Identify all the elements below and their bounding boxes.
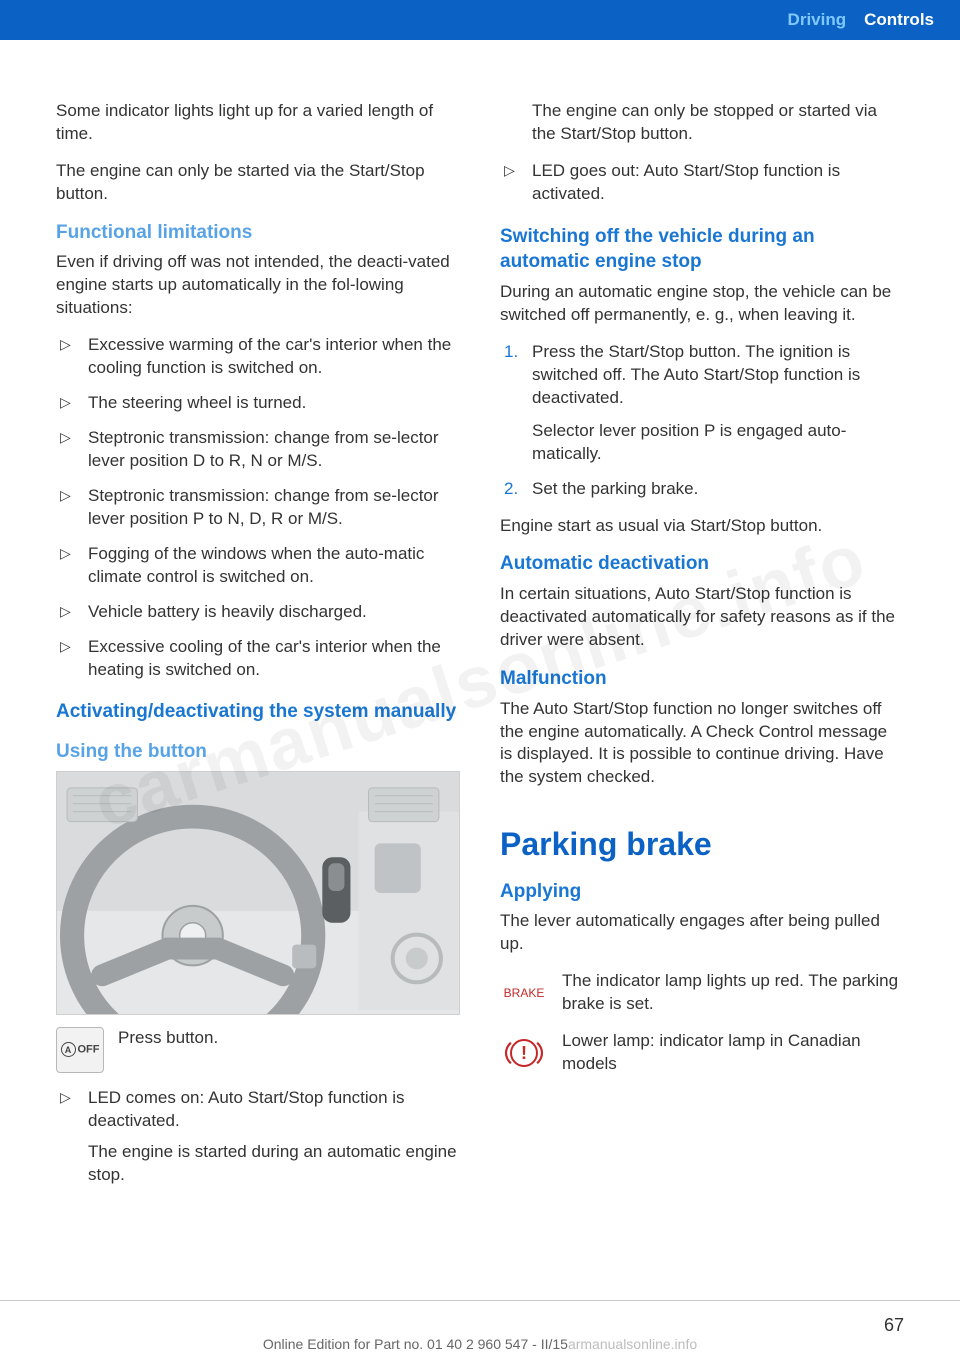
heading-using-the-button: Using the button <box>56 739 460 765</box>
brake-warning-icon: ! <box>500 1030 548 1076</box>
brake-indicator-row-2: ! Lower lamp: indicator lamp in Canadian… <box>500 1030 904 1076</box>
content-area: Some indicator lights light up for a var… <box>0 40 960 1200</box>
page-number: 67 <box>884 1315 904 1336</box>
led-list-left: LED comes on: Auto Start/Stop function i… <box>56 1087 460 1187</box>
footer-edition-text: Online Edition for Part no. 01 40 2 960 … <box>263 1336 568 1352</box>
page-footer: 67 Online Edition for Part no. 01 40 2 9… <box>0 1300 960 1362</box>
left-column: Some indicator lights light up for a var… <box>56 100 460 1200</box>
step-item: Press the Start/Stop button. The ignitio… <box>500 341 904 466</box>
heading-malfunction: Malfunction <box>500 666 904 692</box>
applying-para: The lever automatically engages after be… <box>500 910 904 956</box>
heading-automatic-deactivation: Automatic deactivation <box>500 551 904 577</box>
footer-watermark-suffix: armanualsonline.info <box>568 1336 697 1352</box>
brake-indicator-text-1: The indicator lamp lights up red. The pa… <box>562 970 904 1016</box>
page: Driving Controls Some indicator lights l… <box>0 0 960 1362</box>
switching-off-steps: Press the Start/Stop button. The ignitio… <box>500 341 904 501</box>
heading-switching-off: Switching off the vehicle during an auto… <box>500 224 904 275</box>
footer-line: Online Edition for Part no. 01 40 2 960 … <box>0 1336 960 1352</box>
heading-applying: Applying <box>500 879 904 905</box>
intro-para-2: The engine can only be started via the S… <box>56 160 460 206</box>
functional-limitations-list: Excessive warming of the car's interior … <box>56 334 460 681</box>
list-item: Steptronic transmission: change from se‐… <box>56 427 460 473</box>
heading-parking-brake: Parking brake <box>500 823 904 866</box>
list-item: Vehicle battery is heavily discharged. <box>56 601 460 624</box>
list-item: The steering wheel is turned. <box>56 392 460 415</box>
press-button-text: Press button. <box>118 1027 460 1050</box>
a-off-icon: AOFF <box>56 1027 104 1073</box>
dashboard-svg <box>57 772 459 1014</box>
led-cont-para: The engine can only be stopped or starte… <box>500 100 904 146</box>
intro-para-1: Some indicator lights light up for a var… <box>56 100 460 146</box>
brake-indicator-text-2: Lower lamp: indicator lamp in Canadian m… <box>562 1030 904 1076</box>
step-item: Set the parking brake. <box>500 478 904 501</box>
led-list-right: LED goes out: Auto Start/Stop function i… <box>500 160 904 206</box>
header-section: Controls <box>864 10 934 30</box>
switching-off-para: During an automatic engine stop, the veh… <box>500 281 904 327</box>
switching-off-after: Engine start as usual via Start/Stop but… <box>500 515 904 538</box>
brake-text-icon: BRAKE <box>500 970 548 1016</box>
dashboard-illustration <box>56 771 460 1015</box>
list-item: LED goes out: Auto Start/Stop function i… <box>500 160 904 206</box>
list-item: Excessive cooling of the car's interior … <box>56 636 460 682</box>
header-chapter: Driving <box>788 10 847 30</box>
heading-activating-deactivating: Activating/deactivating the system manua… <box>56 699 460 725</box>
heading-functional-limitations: Functional limitations <box>56 220 460 246</box>
press-button-row: AOFF Press button. <box>56 1027 460 1073</box>
list-item: Steptronic transmission: change from se‐… <box>56 485 460 531</box>
list-item: Fogging of the windows when the auto‐mat… <box>56 543 460 589</box>
list-item: LED comes on: Auto Start/Stop function i… <box>56 1087 460 1187</box>
right-column: The engine can only be stopped or starte… <box>500 100 904 1200</box>
functional-limitations-para: Even if driving off was not intended, th… <box>56 251 460 320</box>
malfunction-para: The Auto Start/Stop function no longer s… <box>500 698 904 790</box>
header-bar: Driving Controls <box>0 0 960 40</box>
brake-indicator-row-1: BRAKE The indicator lamp lights up red. … <box>500 970 904 1016</box>
automatic-deactivation-para: In certain situations, Auto Start/Stop f… <box>500 583 904 652</box>
list-item: Excessive warming of the car's interior … <box>56 334 460 380</box>
